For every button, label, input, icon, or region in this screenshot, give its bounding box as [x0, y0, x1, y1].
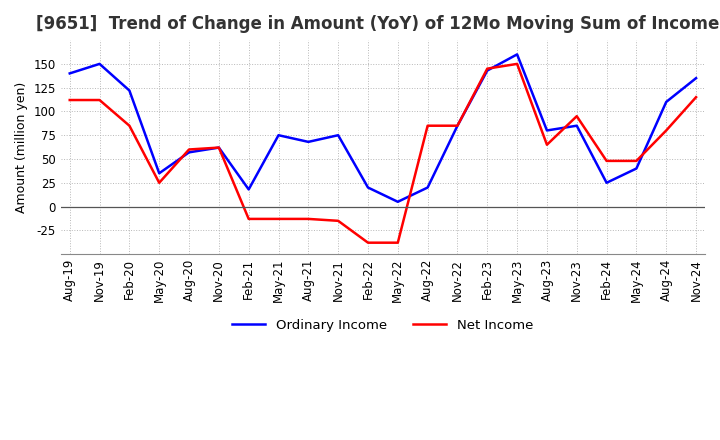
Ordinary Income [215, 145, 223, 150]
Net Income [125, 123, 134, 128]
Ordinary Income [692, 76, 701, 81]
Net Income [394, 240, 402, 246]
Net Income [662, 128, 670, 133]
Ordinary Income [662, 99, 670, 105]
Net Income [274, 216, 283, 222]
Net Income [602, 158, 611, 164]
Line: Net Income: Net Income [70, 64, 696, 243]
Net Income [334, 218, 343, 224]
Ordinary Income [543, 128, 552, 133]
Ordinary Income [155, 171, 163, 176]
Net Income [185, 147, 194, 152]
Ordinary Income [453, 123, 462, 128]
Ordinary Income [632, 166, 641, 171]
Ordinary Income [304, 139, 312, 144]
Net Income [215, 145, 223, 150]
Ordinary Income [334, 132, 343, 138]
Net Income [483, 66, 492, 71]
Title: [9651]  Trend of Change in Amount (YoY) of 12Mo Moving Sum of Incomes: [9651] Trend of Change in Amount (YoY) o… [36, 15, 720, 33]
Net Income [632, 158, 641, 164]
Ordinary Income [125, 88, 134, 93]
Net Income [66, 97, 74, 103]
Ordinary Income [364, 185, 372, 190]
Net Income [543, 142, 552, 147]
Net Income [453, 123, 462, 128]
Ordinary Income [274, 132, 283, 138]
Ordinary Income [423, 185, 432, 190]
Ordinary Income [602, 180, 611, 185]
Ordinary Income [394, 199, 402, 205]
Ordinary Income [185, 150, 194, 155]
Net Income [423, 123, 432, 128]
Ordinary Income [95, 61, 104, 66]
Net Income [304, 216, 312, 222]
Ordinary Income [513, 52, 521, 57]
Y-axis label: Amount (million yen): Amount (million yen) [15, 81, 28, 213]
Ordinary Income [483, 68, 492, 73]
Net Income [155, 180, 163, 185]
Net Income [572, 114, 581, 119]
Net Income [95, 97, 104, 103]
Legend: Ordinary Income, Net Income: Ordinary Income, Net Income [227, 314, 539, 337]
Ordinary Income [572, 123, 581, 128]
Line: Ordinary Income: Ordinary Income [70, 55, 696, 202]
Net Income [513, 61, 521, 66]
Net Income [244, 216, 253, 222]
Ordinary Income [66, 71, 74, 76]
Net Income [364, 240, 372, 246]
Net Income [692, 95, 701, 100]
Ordinary Income [244, 187, 253, 192]
